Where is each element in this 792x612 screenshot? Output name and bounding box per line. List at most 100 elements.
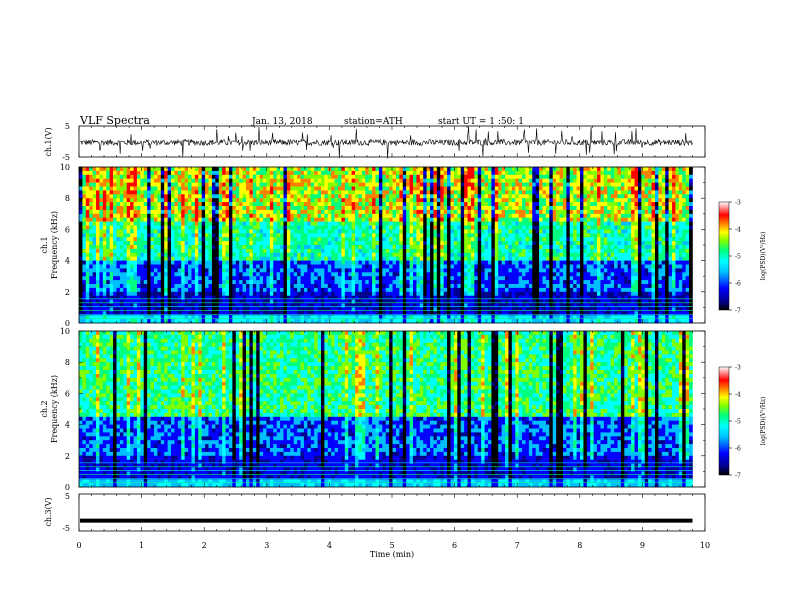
spectrogram-cell: [474, 222, 478, 226]
spectrogram-cell: [324, 311, 328, 315]
spectrogram-cell: [185, 280, 189, 284]
spectrogram-cell: [488, 253, 492, 257]
spectrogram-cell: [485, 167, 489, 171]
spectrogram-cell: [478, 284, 482, 288]
spectrogram-cell: [168, 183, 172, 187]
spectrogram-cell: [82, 241, 86, 245]
spectrogram-cell: [413, 167, 417, 171]
spectrogram-cell: [461, 300, 465, 304]
spectrogram-cell: [168, 272, 172, 276]
spectrogram-cell: [103, 268, 107, 272]
spectrogram-cell: [433, 218, 437, 222]
spectrogram-cell: [447, 179, 451, 183]
spectrogram-cell: [144, 268, 148, 272]
spectrogram-cell: [420, 245, 424, 249]
spectrogram-cell: [437, 167, 441, 171]
spectrogram-cell: [283, 214, 287, 218]
spectrogram-cell: [396, 214, 400, 218]
spectrogram-cell: [396, 261, 400, 265]
spectrogram-cell: [181, 233, 185, 237]
spectrogram-cell: [488, 183, 492, 187]
spectrogram-cell: [369, 171, 373, 175]
spectrogram-cell: [437, 241, 441, 245]
spectrogram-cell: [444, 190, 448, 194]
spectrogram-cell: [106, 292, 110, 296]
spectrogram-cell: [311, 257, 315, 261]
spectrogram-cell: [423, 276, 427, 280]
spectrogram-cell: [198, 315, 202, 319]
spectrogram-cell: [369, 229, 373, 233]
spectrogram-cell: [79, 249, 83, 253]
spectrogram-cell: [321, 198, 325, 202]
spectrogram-cell: [123, 284, 127, 288]
spectrogram-cell: [174, 187, 178, 191]
spectrogram-cell: [338, 276, 342, 280]
spectrogram-cell: [311, 187, 315, 191]
spectrogram-cell: [348, 190, 352, 194]
spectrogram-cell: [352, 265, 356, 269]
spectrogram-cell: [321, 304, 325, 308]
spectrogram-cell: [86, 280, 90, 284]
spectrogram-cell: [488, 241, 492, 245]
spectrogram-cell: [420, 268, 424, 272]
spectrogram-cell: [376, 296, 380, 300]
spectrogram-cell: [232, 226, 236, 230]
spectrogram-cell: [440, 292, 444, 296]
spectrogram-cell: [151, 307, 155, 311]
spectrogram-cell: [123, 210, 127, 214]
spectrogram-cell: [283, 304, 287, 308]
spectrogram-cell: [113, 304, 117, 308]
spectrogram-cell: [202, 237, 206, 241]
spectrogram-cell: [181, 194, 185, 198]
spectrogram-cell: [314, 276, 318, 280]
spectrogram-cell: [209, 202, 213, 206]
spectrogram-cell: [256, 288, 260, 292]
spectrogram-cell: [171, 202, 175, 206]
spectrogram-cell: [440, 214, 444, 218]
spectrogram-cell: [369, 315, 373, 319]
spectrogram-cell: [222, 280, 226, 284]
spectrogram-cell: [168, 265, 172, 269]
spectrogram-cell: [331, 257, 335, 261]
spectrogram-cell: [260, 268, 264, 272]
spectrogram-cell: [280, 171, 284, 175]
spectrogram-cell: [106, 233, 110, 237]
spectrogram-cell: [457, 241, 461, 245]
spectrogram-cell: [468, 194, 472, 198]
spectrogram-cell: [318, 261, 322, 265]
spectrogram-cell: [253, 198, 257, 202]
spectrogram-cell: [451, 300, 455, 304]
spectrogram-cell: [297, 280, 301, 284]
spectrogram-cell: [137, 237, 141, 241]
spectrogram-cell: [403, 253, 407, 257]
spectrogram-cell: [93, 218, 97, 222]
spectrogram-cell: [144, 265, 148, 269]
spectrogram-cell: [277, 300, 281, 304]
spectrogram-cell: [406, 171, 410, 175]
spectrogram-cell: [406, 280, 410, 284]
spectrogram-cell: [219, 241, 223, 245]
spectrogram-cell: [358, 261, 362, 265]
spectrogram-cell: [266, 253, 270, 257]
spectrogram-cell: [481, 268, 485, 272]
spectrogram-cell: [410, 202, 414, 206]
spectrogram-cell: [263, 304, 267, 308]
spectrogram-cell: [198, 245, 202, 249]
spectrogram-cell: [301, 187, 305, 191]
spectrogram-cell: [243, 292, 247, 296]
spectrogram-cell: [116, 206, 120, 210]
spectrogram-cell: [410, 300, 414, 304]
spectrogram-cell: [178, 202, 182, 206]
spectrogram-cell: [362, 304, 366, 308]
spectrogram-cell: [215, 222, 219, 226]
spectrogram-cell: [219, 229, 223, 233]
spectrogram-cell: [202, 276, 206, 280]
spectrogram-cell: [137, 222, 141, 226]
spectrogram-cell: [209, 214, 213, 218]
spectrogram-cell: [168, 222, 172, 226]
spectrogram-cell: [137, 245, 141, 249]
spectrogram-cell: [123, 315, 127, 319]
spectrogram-cell: [345, 171, 349, 175]
spectrogram-cell: [393, 257, 397, 261]
spectrogram-cell: [161, 296, 165, 300]
